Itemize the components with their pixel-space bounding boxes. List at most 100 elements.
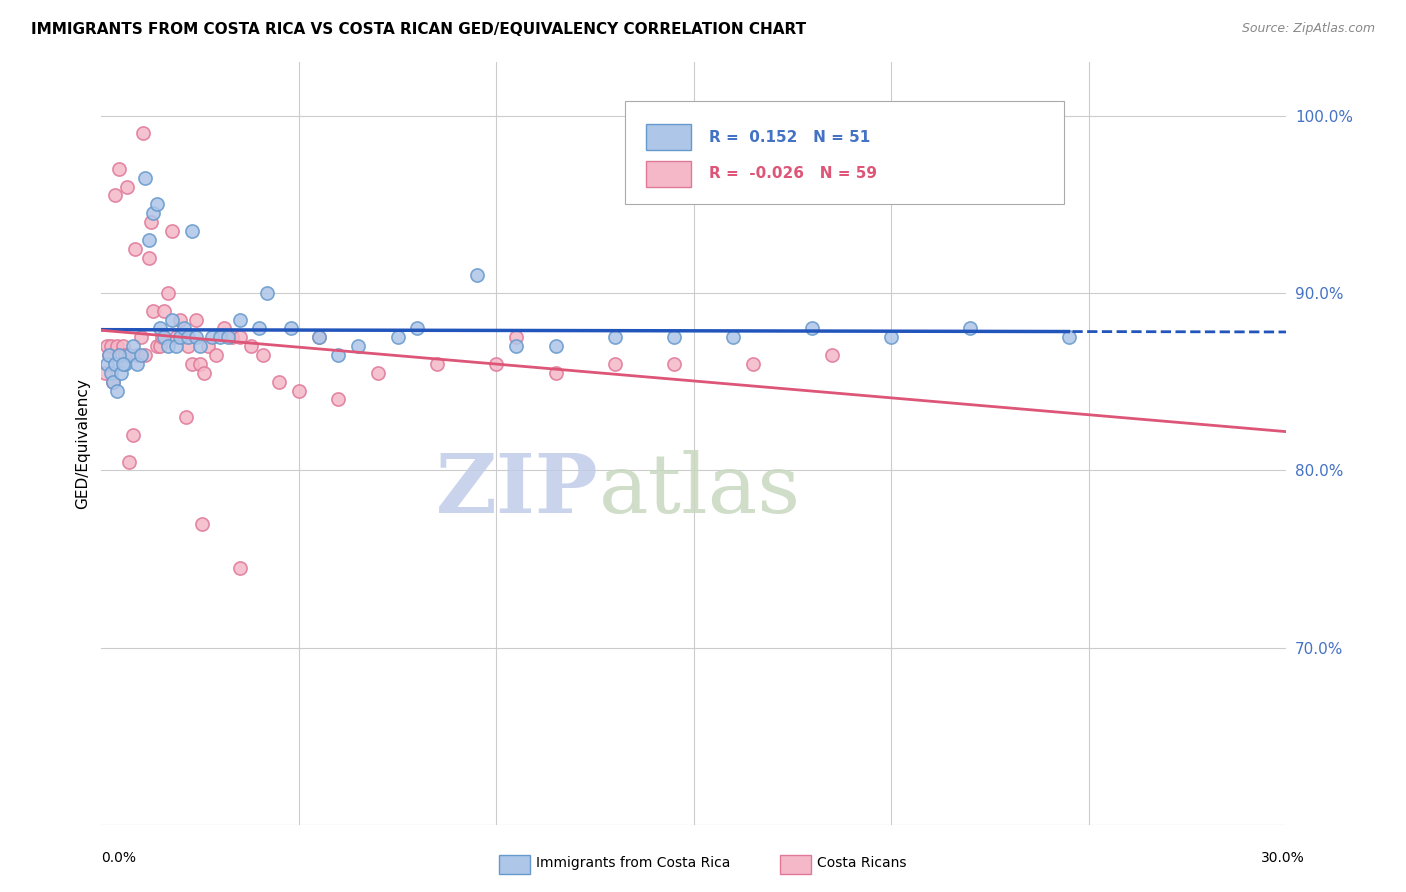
Point — [115, 179, 138, 194]
Point — [121, 428, 143, 442]
Point — [118, 454, 141, 468]
Point — [145, 197, 167, 211]
Point — [191, 516, 214, 531]
Point — [204, 348, 226, 362]
Point — [149, 339, 172, 353]
Point — [124, 242, 146, 256]
Point — [138, 233, 160, 247]
Point — [465, 268, 488, 283]
Point — [662, 357, 685, 371]
Point — [201, 330, 224, 344]
Point — [228, 330, 250, 344]
Point — [880, 330, 903, 344]
Point — [142, 303, 165, 318]
Point — [134, 348, 156, 362]
Point — [134, 170, 156, 185]
Point — [101, 375, 124, 389]
Point — [174, 410, 197, 425]
FancyBboxPatch shape — [626, 101, 1064, 203]
Text: atlas: atlas — [599, 450, 801, 530]
Point — [118, 348, 141, 362]
Text: 30.0%: 30.0% — [1261, 851, 1305, 865]
Point — [100, 366, 122, 380]
Point — [98, 348, 121, 362]
Y-axis label: GED/Equivalency: GED/Equivalency — [75, 378, 90, 509]
Point — [505, 339, 527, 353]
Point — [110, 348, 132, 362]
Point — [100, 339, 122, 353]
Point — [328, 392, 350, 407]
Point — [152, 330, 174, 344]
Point — [149, 321, 172, 335]
Point — [139, 215, 162, 229]
Text: 0.0%: 0.0% — [101, 851, 136, 865]
Point — [108, 348, 131, 362]
Point — [193, 366, 215, 380]
Point — [217, 330, 239, 344]
Point — [742, 357, 765, 371]
Point — [367, 366, 389, 380]
Point — [280, 321, 302, 335]
Point — [169, 330, 191, 344]
Point — [181, 224, 204, 238]
Point — [104, 357, 127, 371]
Point — [252, 348, 274, 362]
Point — [162, 224, 184, 238]
Point — [212, 321, 235, 335]
Point — [247, 321, 270, 335]
Point — [111, 357, 134, 371]
Point — [308, 330, 330, 344]
Point — [821, 348, 844, 362]
Point — [208, 330, 231, 344]
Point — [188, 357, 211, 371]
Point — [101, 375, 124, 389]
Point — [129, 348, 152, 362]
Text: R =  0.152   N = 51: R = 0.152 N = 51 — [709, 129, 870, 145]
Text: ZIP: ZIP — [436, 450, 599, 530]
Point — [221, 330, 243, 344]
Point — [98, 348, 121, 362]
Point — [267, 375, 290, 389]
Point — [105, 339, 128, 353]
Point — [114, 357, 136, 371]
Point — [801, 321, 824, 335]
Point — [959, 321, 981, 335]
Point — [104, 188, 127, 202]
Point — [662, 330, 685, 344]
Point — [96, 357, 118, 371]
Point — [308, 330, 330, 344]
Point — [165, 330, 187, 344]
Point — [256, 285, 278, 300]
Point — [406, 321, 429, 335]
Point — [121, 339, 143, 353]
Point — [108, 161, 131, 176]
Point — [328, 348, 350, 362]
Point — [145, 339, 167, 353]
Point — [169, 312, 191, 326]
Point — [240, 339, 263, 353]
Point — [157, 285, 180, 300]
FancyBboxPatch shape — [647, 124, 692, 150]
Point — [114, 348, 136, 362]
Point — [505, 330, 527, 344]
Point — [723, 330, 745, 344]
Point — [347, 339, 370, 353]
Point — [1057, 330, 1080, 344]
Point — [173, 330, 195, 344]
Text: IMMIGRANTS FROM COSTA RICA VS COSTA RICAN GED/EQUIVALENCY CORRELATION CHART: IMMIGRANTS FROM COSTA RICA VS COSTA RICA… — [31, 22, 806, 37]
Point — [177, 330, 200, 344]
Point — [287, 384, 309, 398]
Point — [485, 357, 508, 371]
Point — [153, 303, 176, 318]
Point — [228, 312, 250, 326]
FancyBboxPatch shape — [647, 161, 692, 186]
Point — [142, 206, 165, 220]
Point — [105, 384, 128, 398]
Point — [138, 251, 160, 265]
Text: Immigrants from Costa Rica: Immigrants from Costa Rica — [536, 856, 730, 871]
Point — [387, 330, 409, 344]
Point — [129, 330, 152, 344]
Point — [426, 357, 449, 371]
Point — [188, 339, 211, 353]
Point — [153, 330, 176, 344]
